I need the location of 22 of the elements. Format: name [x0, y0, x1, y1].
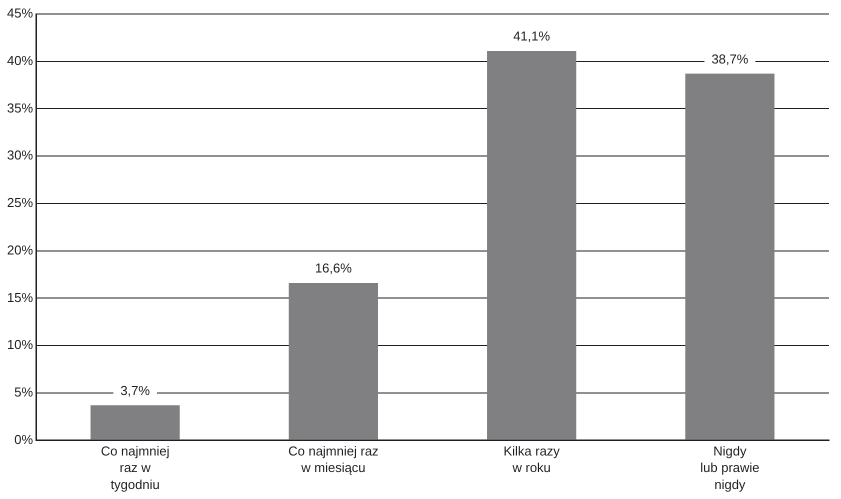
bar — [90, 405, 180, 440]
data-label: 38,7% — [711, 51, 749, 66]
y-tick-label: 30% — [6, 148, 34, 163]
y-tick-label: 35% — [6, 100, 34, 116]
y-tick-label: 0% — [14, 432, 34, 447]
y-tick-label: 25% — [6, 195, 34, 210]
y-tick-label: 40% — [6, 52, 34, 68]
bar — [685, 74, 774, 440]
data-label: 3,7% — [120, 382, 150, 398]
data-label: 41,1% — [513, 28, 550, 44]
x-tick-label: Kilka razy w roku — [503, 443, 560, 476]
x-tick-label: Co najmniej raz w miesiącu — [288, 443, 379, 476]
x-tick-label: Nigdy lub prawie nigdy — [700, 443, 760, 492]
bar — [288, 283, 378, 440]
y-tick-label: 10% — [6, 337, 34, 352]
y-tick-label: 45% — [6, 6, 34, 21]
data-label: 16,6% — [314, 260, 352, 276]
y-tick-label: 20% — [6, 242, 34, 258]
bar — [487, 50, 576, 440]
y-tick-label: 5% — [14, 384, 34, 400]
x-tick-label: Co najmniej raz w tygodniu — [100, 443, 170, 492]
y-tick-label: 15% — [6, 290, 34, 305]
